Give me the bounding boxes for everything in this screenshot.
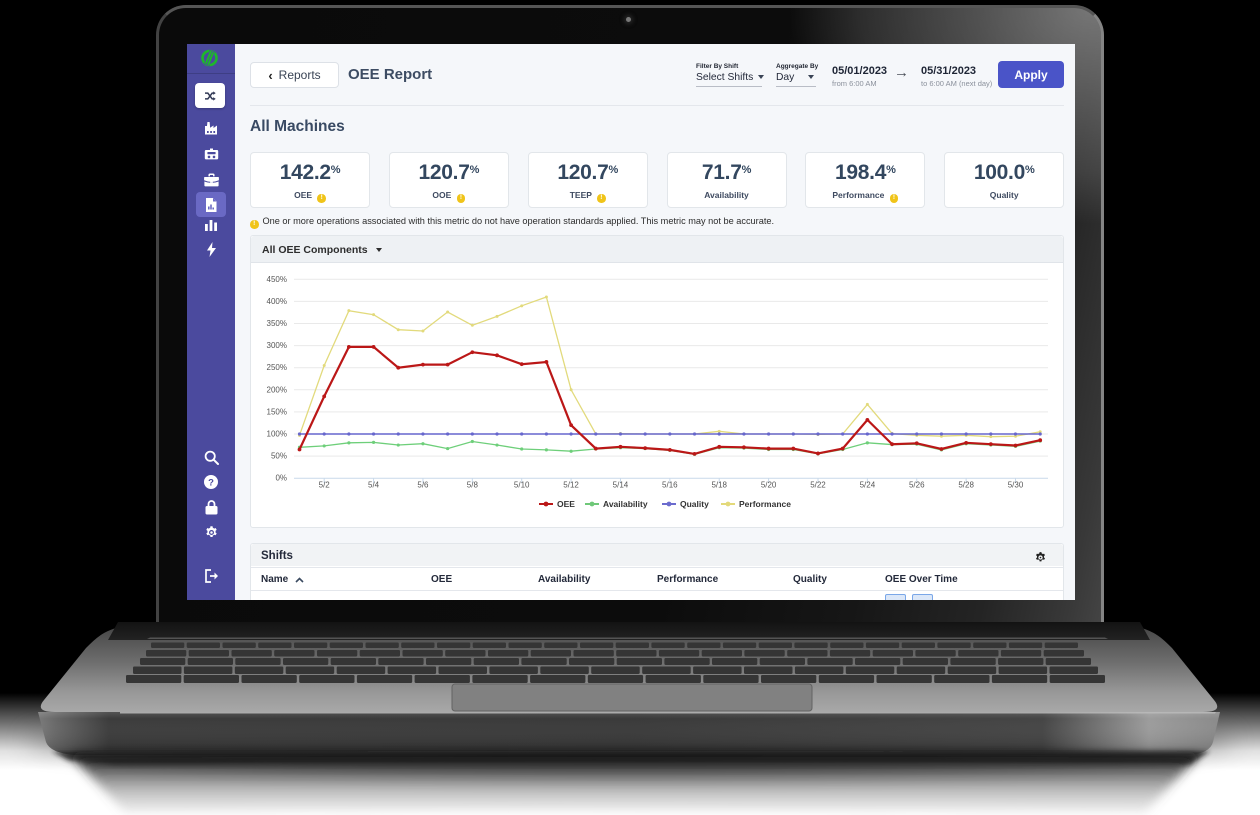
svg-text:450%: 450% xyxy=(267,275,287,284)
svg-text:350%: 350% xyxy=(267,319,287,328)
svg-text:150%: 150% xyxy=(267,407,287,416)
svg-text:5/22: 5/22 xyxy=(810,481,826,490)
svg-text:400%: 400% xyxy=(267,297,287,306)
svg-text:5/4: 5/4 xyxy=(368,481,380,490)
svg-text:100%: 100% xyxy=(267,430,287,439)
svg-text:5/18: 5/18 xyxy=(711,481,727,490)
svg-text:?: ? xyxy=(208,477,214,488)
svg-text:5/30: 5/30 xyxy=(1008,481,1024,490)
svg-text:5/10: 5/10 xyxy=(514,481,530,490)
svg-text:5/8: 5/8 xyxy=(467,481,479,490)
svg-text:5/16: 5/16 xyxy=(662,481,678,490)
svg-text:5/26: 5/26 xyxy=(909,481,925,490)
svg-text:5/2: 5/2 xyxy=(319,481,331,490)
svg-text:5/6: 5/6 xyxy=(417,481,429,490)
svg-text:0%: 0% xyxy=(275,474,287,483)
svg-text:OEE: OEE xyxy=(557,499,575,509)
svg-text:Quality: Quality xyxy=(680,499,709,509)
svg-text:250%: 250% xyxy=(267,363,287,372)
svg-text:Performance: Performance xyxy=(739,499,791,509)
svg-text:Availability: Availability xyxy=(603,499,648,509)
svg-text:5/20: 5/20 xyxy=(761,481,777,490)
svg-text:5/28: 5/28 xyxy=(958,481,974,490)
svg-text:5/12: 5/12 xyxy=(563,481,579,490)
svg-text:5/24: 5/24 xyxy=(860,481,876,490)
svg-text:200%: 200% xyxy=(267,385,287,394)
svg-text:300%: 300% xyxy=(267,341,287,350)
svg-text:5/14: 5/14 xyxy=(613,481,629,490)
svg-text:50%: 50% xyxy=(271,452,287,461)
